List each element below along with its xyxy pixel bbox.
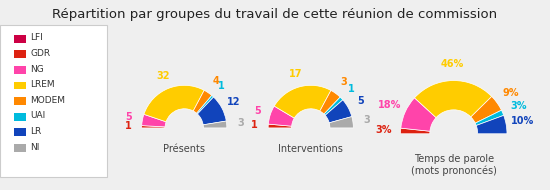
Text: Interventions: Interventions (278, 144, 343, 154)
Wedge shape (324, 97, 343, 115)
Text: 9%: 9% (503, 88, 519, 98)
Text: UAI: UAI (30, 111, 46, 120)
Text: 17: 17 (289, 69, 302, 79)
Wedge shape (203, 121, 227, 128)
Text: 46%: 46% (441, 59, 464, 69)
Text: LR: LR (30, 127, 41, 136)
Text: Répartition par groupes du travail de cette réunion de commission: Répartition par groupes du travail de ce… (52, 8, 498, 21)
Text: 1: 1 (125, 121, 131, 131)
Wedge shape (144, 85, 204, 122)
Text: 3: 3 (340, 78, 347, 87)
Wedge shape (274, 85, 331, 118)
Wedge shape (415, 81, 492, 118)
Wedge shape (142, 126, 165, 128)
Wedge shape (142, 114, 166, 127)
Text: 1: 1 (348, 84, 355, 94)
Text: 3%: 3% (375, 125, 392, 135)
Text: 3: 3 (363, 115, 370, 125)
Text: Présents: Présents (163, 144, 205, 154)
Text: LREM: LREM (30, 80, 55, 89)
Text: 12: 12 (227, 97, 241, 107)
Text: LFI: LFI (30, 33, 43, 43)
Text: 4: 4 (212, 76, 219, 86)
Wedge shape (320, 90, 340, 114)
Bar (14, 113, 26, 121)
Bar (14, 66, 26, 74)
Text: 32: 32 (157, 71, 170, 81)
Wedge shape (197, 97, 226, 125)
Text: 5: 5 (254, 106, 261, 116)
Text: 1: 1 (251, 120, 258, 130)
Text: 1: 1 (218, 81, 225, 91)
Wedge shape (475, 110, 504, 125)
Text: NG: NG (30, 65, 44, 74)
Bar (14, 82, 26, 89)
Text: MODEM: MODEM (30, 96, 65, 105)
Wedge shape (400, 128, 430, 134)
Text: 5: 5 (126, 112, 133, 122)
Text: GDR: GDR (30, 49, 51, 58)
Bar (14, 128, 26, 136)
Text: 5: 5 (357, 96, 364, 106)
Text: NI: NI (30, 142, 40, 152)
Wedge shape (268, 106, 294, 126)
Wedge shape (268, 124, 292, 128)
Text: 18%: 18% (378, 100, 402, 110)
Text: 3: 3 (237, 118, 244, 128)
Wedge shape (471, 97, 502, 123)
Wedge shape (329, 117, 353, 128)
FancyBboxPatch shape (0, 25, 107, 177)
Bar (14, 144, 26, 152)
Text: 10%: 10% (512, 116, 535, 126)
Text: Temps de parole
(mots prononcés): Temps de parole (mots prononcés) (411, 154, 497, 176)
Wedge shape (193, 90, 212, 113)
Bar (14, 35, 26, 43)
Wedge shape (325, 100, 352, 123)
Wedge shape (401, 98, 436, 131)
Bar (14, 97, 26, 105)
Wedge shape (197, 95, 213, 114)
Bar (14, 50, 26, 58)
Wedge shape (476, 115, 507, 134)
Text: 3%: 3% (510, 101, 526, 111)
